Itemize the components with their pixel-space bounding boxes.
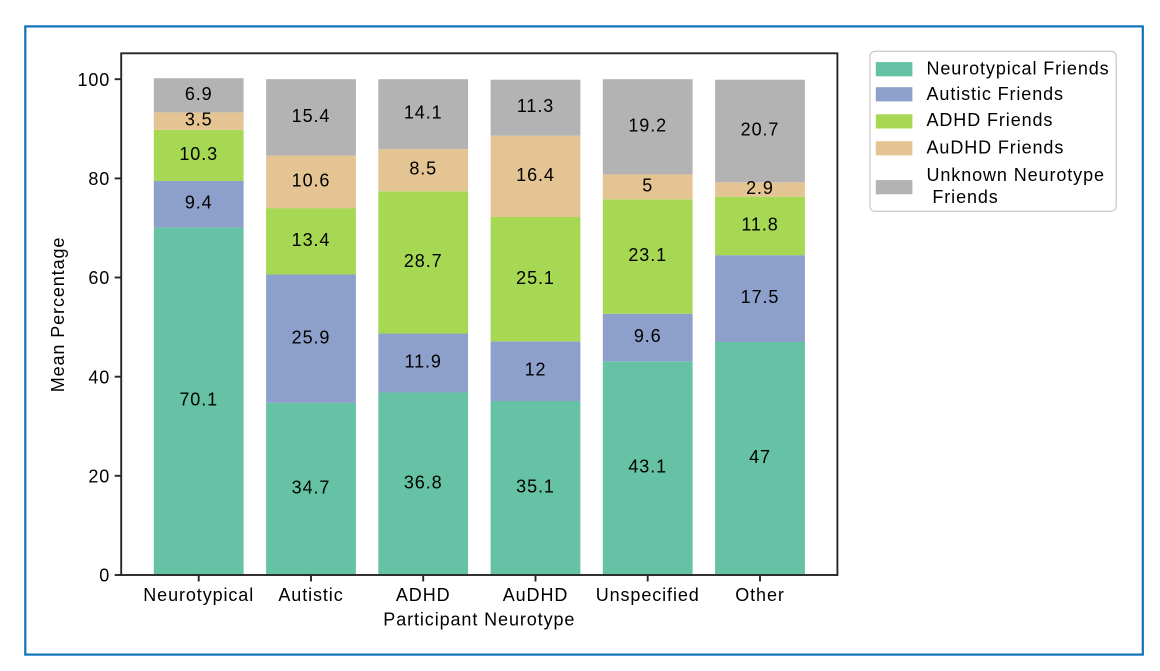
- svg-text:8.5: 8.5: [409, 159, 437, 179]
- svg-text:60: 60: [88, 268, 110, 288]
- svg-text:11.9: 11.9: [405, 352, 442, 372]
- svg-text:35.1: 35.1: [516, 477, 555, 497]
- svg-text:Neurotypical Friends: Neurotypical Friends: [927, 59, 1110, 79]
- svg-text:Autistic: Autistic: [278, 585, 343, 605]
- svg-text:34.7: 34.7: [292, 478, 331, 498]
- svg-text:19.2: 19.2: [628, 115, 667, 135]
- svg-text:47: 47: [749, 447, 771, 467]
- svg-text:ADHD Friends: ADHD Friends: [927, 110, 1054, 130]
- svg-text:43.1: 43.1: [628, 457, 667, 477]
- svg-text:3.5: 3.5: [185, 110, 213, 130]
- svg-text:20.7: 20.7: [741, 120, 780, 140]
- svg-text:5: 5: [642, 175, 653, 195]
- svg-text:2.9: 2.9: [746, 178, 774, 198]
- svg-text:Mean Percentage: Mean Percentage: [48, 237, 68, 393]
- svg-text:9.4: 9.4: [185, 193, 213, 213]
- svg-text:11.3: 11.3: [517, 96, 554, 116]
- svg-text:20: 20: [88, 466, 110, 486]
- svg-text:Participant Neurotype: Participant Neurotype: [383, 610, 575, 630]
- svg-text:13.4: 13.4: [292, 230, 331, 250]
- svg-text:12: 12: [525, 360, 547, 380]
- svg-text:ADHD: ADHD: [396, 585, 451, 605]
- svg-text:Autistic Friends: Autistic Friends: [927, 84, 1064, 104]
- svg-text:AuDHD: AuDHD: [503, 585, 569, 605]
- svg-text:Friends: Friends: [932, 187, 998, 207]
- svg-text:28.7: 28.7: [404, 251, 443, 271]
- svg-text:11.8: 11.8: [741, 215, 778, 235]
- svg-text:17.5: 17.5: [741, 287, 780, 307]
- svg-text:Unknown Neurotype: Unknown Neurotype: [927, 165, 1105, 185]
- svg-text:10.6: 10.6: [292, 170, 331, 190]
- svg-text:10.3: 10.3: [179, 144, 218, 164]
- svg-text:25.9: 25.9: [292, 327, 331, 347]
- svg-text:25.1: 25.1: [516, 268, 555, 288]
- svg-text:36.8: 36.8: [404, 472, 443, 492]
- svg-text:70.1: 70.1: [179, 390, 218, 410]
- svg-text:40: 40: [88, 367, 110, 387]
- svg-text:80: 80: [88, 169, 110, 189]
- svg-text:Neurotypical: Neurotypical: [143, 585, 254, 605]
- svg-text:Other: Other: [735, 585, 785, 605]
- svg-text:AuDHD Friends: AuDHD Friends: [927, 137, 1065, 157]
- svg-text:23.1: 23.1: [628, 245, 667, 265]
- svg-text:Unspecified: Unspecified: [596, 585, 700, 605]
- svg-text:0: 0: [99, 566, 110, 586]
- svg-text:9.6: 9.6: [634, 326, 662, 346]
- svg-text:15.4: 15.4: [292, 106, 331, 126]
- svg-text:6.9: 6.9: [185, 84, 213, 104]
- svg-text:14.1: 14.1: [404, 103, 443, 123]
- svg-text:100: 100: [77, 70, 110, 90]
- svg-text:16.4: 16.4: [516, 165, 555, 185]
